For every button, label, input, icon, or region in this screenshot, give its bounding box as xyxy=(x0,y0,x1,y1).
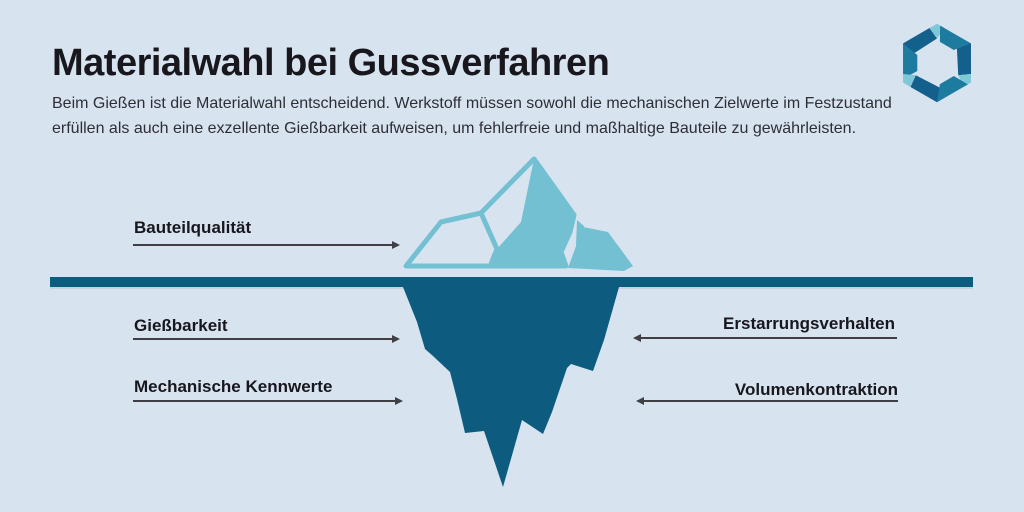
subtitle-line-2: erfüllen als auch eine exzellente Gießba… xyxy=(52,120,857,137)
label-bauteilqualitaet: Bauteilqualität xyxy=(134,218,252,237)
iceberg-below-water xyxy=(403,287,619,487)
leader-line-volumenkontraktion xyxy=(636,397,898,405)
leader-line-bauteilqualitaet xyxy=(133,241,400,249)
label-giessbarkeit: Gießbarkeit xyxy=(134,316,228,335)
subtitle: Beim Gießen ist die Materialwahl entsche… xyxy=(52,91,892,141)
page-title: Materialwahl bei Gussverfahren xyxy=(52,42,610,84)
leader-line-giessbarkeit xyxy=(133,335,400,343)
leader-line-mechanische-kennwerte xyxy=(133,397,403,405)
label-mechanische-kennwerte: Mechanische Kennwerte xyxy=(134,377,333,396)
iceberg-illustration xyxy=(403,156,633,487)
leader-line-erstarrungsverhalten xyxy=(633,334,897,342)
label-erstarrungsverhalten: Erstarrungsverhalten xyxy=(723,314,895,333)
label-volumenkontraktion: Volumenkontraktion xyxy=(734,380,898,399)
logo-arm xyxy=(903,23,945,80)
hexagon-logo-icon xyxy=(902,23,972,103)
waterline-bar xyxy=(50,277,973,287)
logo-arm xyxy=(902,73,968,103)
logo-arm xyxy=(939,25,972,87)
subtitle-line-1: Beim Gießen ist die Materialwahl entsche… xyxy=(52,95,892,112)
iceberg-above-water xyxy=(403,156,633,271)
